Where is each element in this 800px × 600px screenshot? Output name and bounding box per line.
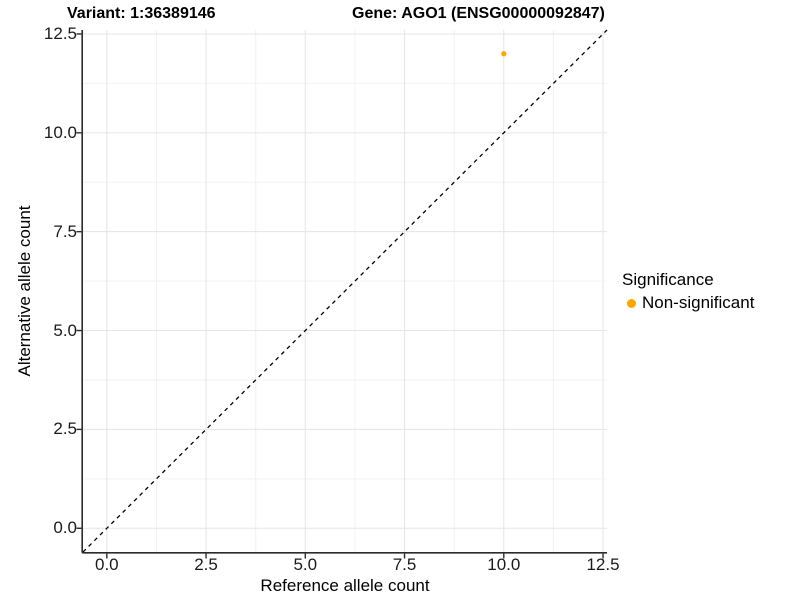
plot-title-gene: Gene: AGO1 (ENSG00000092847) xyxy=(352,5,605,22)
legend-dot-icon xyxy=(627,298,636,308)
x-tick-label: 5.0 xyxy=(293,555,318,574)
x-tick-label: 10.0 xyxy=(487,555,521,574)
x-tick-label: 7.5 xyxy=(392,555,417,574)
x-axis-title: Reference allele count xyxy=(260,576,430,595)
data-point xyxy=(501,51,507,57)
y-tick-label: 7.5 xyxy=(53,221,77,241)
y-tick-label: 10.0 xyxy=(43,122,77,142)
plot-panel-svg xyxy=(76,29,608,559)
y-tick-label: 2.5 xyxy=(53,419,77,439)
legend-item-label: Non-significant xyxy=(642,293,755,312)
x-tick-label: 0.0 xyxy=(94,555,119,574)
identity-reference-line xyxy=(82,29,608,553)
plot-panel xyxy=(76,29,608,559)
y-tick-label: 0.0 xyxy=(53,518,77,538)
y-tick-label: 12.5 xyxy=(43,23,77,43)
legend-title: Significance xyxy=(622,270,714,289)
plot-title-variant: Variant: 1:36389146 xyxy=(67,5,216,22)
x-tick-label: 12.5 xyxy=(586,555,620,574)
x-tick-label: 2.5 xyxy=(194,555,218,574)
y-axis-title: Alternative allele count xyxy=(15,205,34,377)
legend-item: Non-significant xyxy=(622,293,754,313)
legend: Significance Non-significant xyxy=(622,270,754,313)
y-tick-label: 5.0 xyxy=(53,320,77,340)
